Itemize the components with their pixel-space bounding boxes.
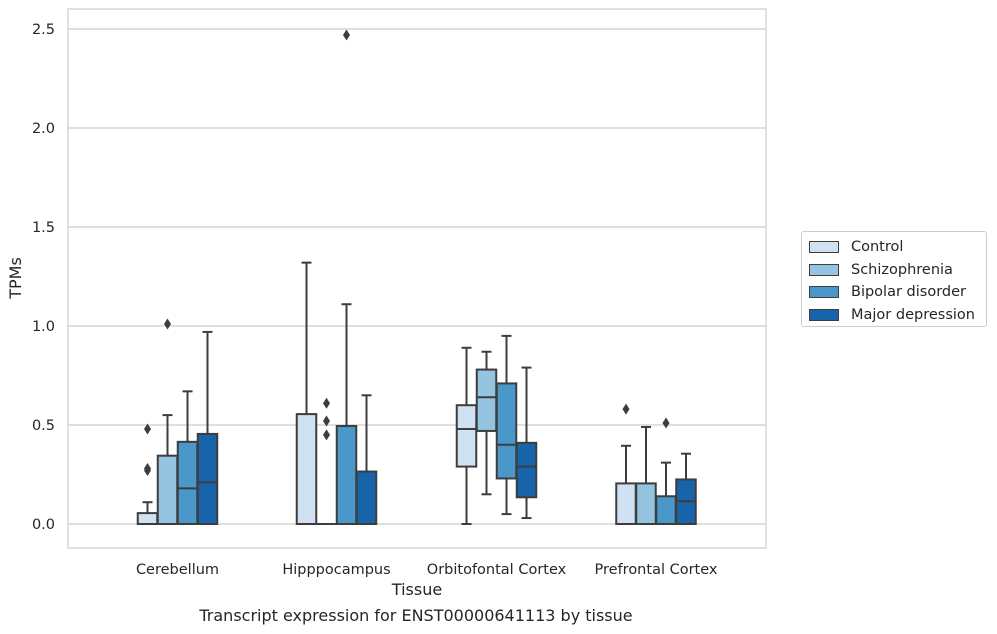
box [615, 403, 637, 526]
legend-label: Schizophrenia [851, 261, 953, 278]
y-tick-label: 1.0 [32, 319, 55, 335]
outlier-point [164, 318, 171, 330]
outlier-point [662, 417, 670, 429]
box [316, 397, 337, 525]
y-tick-label: 0.5 [32, 418, 55, 434]
chart-caption: Transcript expression for ENST0000064111… [199, 606, 633, 625]
box [495, 334, 518, 516]
outlier-point [323, 397, 330, 409]
box-body [196, 432, 219, 525]
legend-item: Bipolar disorder [802, 281, 986, 304]
box-body [136, 512, 159, 525]
gridlines [68, 28, 766, 525]
box-body [515, 441, 538, 499]
boxes [136, 29, 697, 526]
box [655, 417, 677, 525]
legend-item: Major depression [802, 304, 986, 327]
x-tick-label: Prefrontal Cortex [595, 562, 718, 578]
y-axis-label: TPMs [6, 257, 25, 300]
legend: Control Schizophrenia Bipolar disorder Majo… [801, 231, 987, 327]
box-body [176, 440, 199, 525]
y-tick-label: 1.5 [32, 220, 55, 236]
legend-swatch [809, 241, 839, 254]
outlier-point [343, 29, 350, 41]
outlier-point [323, 429, 330, 441]
legend-label: Control [851, 239, 904, 256]
box [635, 425, 657, 526]
box [196, 330, 219, 525]
box-body [635, 482, 657, 526]
box-body [655, 495, 677, 525]
x-tick-labels: Cerebellum Hipppocampus Orbitofontal Corte… [136, 562, 718, 578]
box-body [156, 454, 179, 525]
outlier-point [622, 403, 630, 415]
y-tick-labels: 0.0 0.5 1.0 1.5 2.0 2.5 [32, 22, 55, 533]
box [176, 390, 199, 525]
x-axis-label: Tissue [391, 580, 442, 599]
x-tick-label: Orbitofontal Cortex [427, 562, 567, 578]
legend-swatch [809, 286, 839, 299]
box-body [455, 404, 478, 468]
box [136, 423, 159, 525]
y-tick-label: 2.5 [32, 22, 55, 38]
legend-swatch [809, 263, 839, 276]
box [355, 394, 378, 525]
legend-item: Control [802, 236, 986, 259]
box [455, 346, 478, 525]
plot-frame [67, 8, 767, 549]
box-body [495, 382, 518, 480]
x-tick-label: Cerebellum [136, 562, 219, 578]
box-body [295, 413, 318, 525]
box-body [335, 424, 358, 525]
box-body [355, 470, 378, 525]
y-tick-label: 2.0 [32, 121, 55, 137]
x-tick-label: Hipppocampus [282, 562, 390, 578]
outlier-point [144, 423, 151, 435]
y-tick-label: 0.0 [32, 517, 55, 533]
box [295, 261, 318, 525]
outlier-point [323, 415, 330, 427]
box [515, 366, 538, 520]
box [156, 318, 179, 525]
legend-item: Schizophrenia [802, 259, 986, 282]
box-body [475, 368, 498, 432]
legend-swatch [809, 308, 839, 321]
legend-label: Major depression [851, 306, 975, 323]
box-body [615, 482, 637, 526]
outlier-point [144, 463, 151, 475]
box [475, 350, 498, 496]
legend-label: Bipolar disorder [851, 284, 966, 301]
box [675, 452, 697, 526]
box [335, 29, 358, 525]
